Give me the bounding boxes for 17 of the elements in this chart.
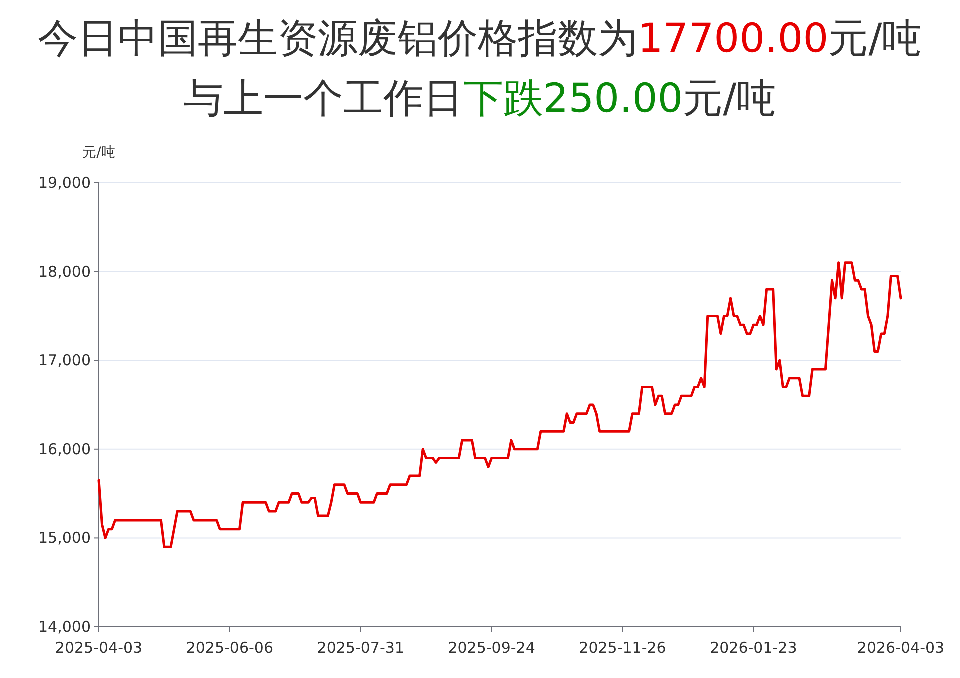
line-series <box>98 262 902 548</box>
y-tick-label: 18,000 <box>38 262 91 281</box>
y-tick-label: 15,000 <box>38 529 91 548</box>
y-tick-label: 14,000 <box>38 618 91 636</box>
chart-subtitle: 与上一个工作日下跌250.00元/吨 <box>183 76 777 122</box>
x-tick-label: 2025-04-03 <box>55 639 143 657</box>
x-tick-label: 2025-11-26 <box>579 639 666 657</box>
y-tick-label: 19,000 <box>38 174 91 192</box>
y-axis-title: 元/吨 <box>82 145 116 161</box>
y-tick-label: 16,000 <box>38 440 91 458</box>
chart-title: 今日中国再生资源废铝价格指数为17700.00元/吨 <box>38 16 922 62</box>
y-tick-label: 17,000 <box>38 352 91 370</box>
x-tick-label: 2026-04-03 <box>857 639 945 657</box>
x-tick-label: 2025-06-06 <box>186 639 274 657</box>
x-tick-label: 2025-07-31 <box>317 639 404 657</box>
x-tick-label: 2025-09-24 <box>448 639 536 657</box>
x-tick-label: 2026-01-23 <box>710 639 798 657</box>
